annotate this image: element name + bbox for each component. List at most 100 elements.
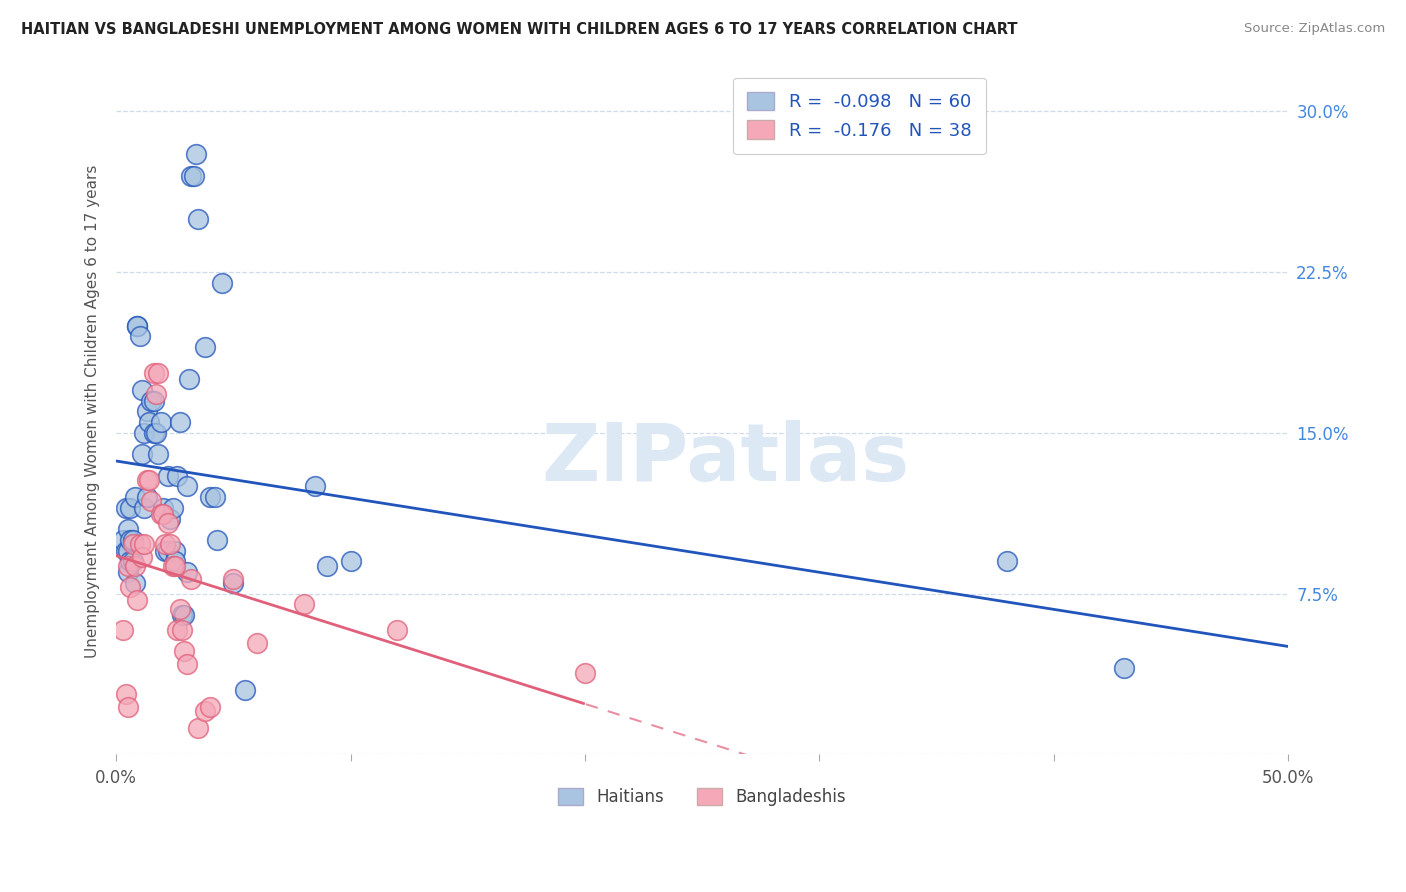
Point (127, 318, 149, 333)
Point (173, 644, 195, 658)
Point (128, 537, 150, 551)
Point (180, 169, 202, 183)
Point (246, 636, 269, 650)
Point (155, 537, 177, 551)
Point (156, 543, 179, 558)
Text: ZIPatlas: ZIPatlas (541, 420, 910, 499)
Point (162, 558, 184, 573)
Point (134, 425, 156, 440)
Text: HAITIAN VS BANGLADESHI UNEMPLOYMENT AMONG WOMEN WITH CHILDREN AGES 6 TO 17 YEARS: HAITIAN VS BANGLADESHI UNEMPLOYMENT AMON… (21, 22, 1018, 37)
Text: Source: ZipAtlas.com: Source: ZipAtlas.com (1244, 22, 1385, 36)
Point (339, 554, 361, 568)
Point (187, 211, 209, 226)
Point (233, 682, 256, 697)
Point (134, 537, 156, 551)
Point (173, 607, 195, 622)
Point (114, 687, 136, 701)
Legend: Haitians, Bangladeshis: Haitians, Bangladeshis (550, 780, 855, 814)
Point (148, 366, 170, 380)
Point (117, 565, 139, 579)
Point (159, 537, 181, 551)
Point (156, 468, 179, 483)
Point (131, 550, 153, 565)
Point (166, 468, 188, 483)
Point (127, 318, 149, 333)
Point (112, 623, 135, 637)
Point (205, 533, 228, 547)
Point (292, 597, 315, 611)
Point (142, 366, 165, 380)
Point (155, 543, 177, 558)
Point (574, 665, 596, 680)
Point (152, 507, 174, 521)
Point (134, 500, 156, 515)
Point (149, 415, 172, 429)
Point (183, 169, 205, 183)
Point (135, 490, 157, 504)
Point (145, 387, 167, 401)
Point (128, 329, 150, 343)
Point (1112, 661, 1135, 675)
Point (117, 700, 139, 714)
Point (211, 276, 233, 290)
Point (198, 700, 221, 714)
Point (184, 147, 207, 161)
Point (124, 575, 146, 590)
Point (170, 623, 193, 637)
Point (204, 490, 226, 504)
Point (159, 511, 181, 525)
Point (222, 572, 245, 586)
Y-axis label: Unemployment Among Women with Children Ages 6 to 17 years: Unemployment Among Women with Children A… (86, 165, 100, 658)
Point (145, 425, 167, 440)
Point (121, 533, 143, 547)
Point (194, 340, 217, 354)
Point (138, 415, 160, 429)
Point (180, 572, 202, 586)
Point (131, 447, 153, 461)
Point (138, 473, 160, 487)
Point (120, 554, 142, 568)
Point (176, 479, 198, 493)
Point (170, 607, 193, 622)
Point (152, 500, 174, 515)
Point (117, 558, 139, 573)
Point (176, 657, 198, 672)
Point (117, 543, 139, 558)
Point (149, 507, 172, 521)
Point (141, 393, 163, 408)
Point (316, 558, 339, 573)
Point (112, 533, 135, 547)
Point (124, 490, 146, 504)
Point (124, 558, 146, 573)
Point (141, 494, 163, 508)
Point (387, 623, 409, 637)
Point (198, 490, 221, 504)
Point (127, 593, 149, 607)
Point (142, 425, 165, 440)
Point (114, 500, 136, 515)
Point (131, 383, 153, 397)
Point (162, 500, 184, 515)
Point (156, 516, 179, 530)
Point (120, 500, 142, 515)
Point (135, 473, 157, 487)
Point (187, 722, 209, 736)
Point (163, 554, 186, 568)
Point (177, 372, 200, 386)
Point (166, 623, 188, 637)
Point (114, 543, 136, 558)
Point (163, 543, 186, 558)
Point (148, 447, 170, 461)
Point (121, 554, 143, 568)
Point (120, 533, 142, 547)
Point (120, 580, 142, 594)
Point (117, 522, 139, 536)
Point (135, 404, 157, 418)
Point (121, 537, 143, 551)
Point (163, 558, 186, 573)
Point (304, 479, 326, 493)
Point (142, 393, 165, 408)
Point (169, 601, 191, 615)
Point (995, 554, 1018, 568)
Point (194, 704, 217, 718)
